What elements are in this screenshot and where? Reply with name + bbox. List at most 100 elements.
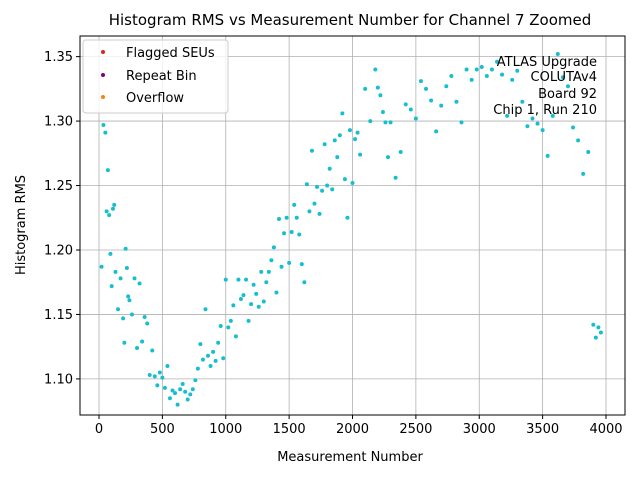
data-point bbox=[269, 258, 274, 263]
x-tick-label: 4000 bbox=[589, 422, 622, 437]
data-point bbox=[103, 130, 108, 135]
data-point bbox=[208, 364, 213, 369]
y-tick-label: 1.35 bbox=[44, 50, 73, 65]
data-point bbox=[238, 296, 243, 301]
data-point bbox=[337, 133, 342, 138]
data-point bbox=[464, 67, 469, 72]
x-tick-label: 3500 bbox=[526, 422, 559, 437]
y-tick-label: 1.10 bbox=[44, 372, 73, 387]
data-point bbox=[165, 364, 170, 369]
data-point bbox=[287, 260, 292, 265]
x-tick-label: 3000 bbox=[463, 422, 496, 437]
data-point bbox=[147, 373, 152, 378]
data-point bbox=[510, 77, 515, 82]
data-point bbox=[474, 67, 479, 72]
data-point bbox=[124, 266, 129, 271]
data-point bbox=[581, 171, 586, 176]
annotation-line-1: ATLAS Upgrade bbox=[497, 55, 597, 70]
data-point bbox=[104, 209, 109, 214]
data-point bbox=[261, 299, 266, 304]
legend-label-overflow: Overflow bbox=[126, 91, 184, 106]
data-point bbox=[294, 215, 299, 220]
data-point bbox=[484, 73, 489, 78]
data-point bbox=[198, 342, 203, 347]
data-point bbox=[236, 277, 241, 282]
data-point bbox=[221, 356, 226, 361]
data-point bbox=[413, 116, 418, 121]
data-point bbox=[206, 353, 211, 358]
legend-marker-overflow bbox=[101, 95, 105, 99]
data-point bbox=[596, 325, 601, 330]
x-tick-label: 2000 bbox=[336, 422, 369, 437]
data-point bbox=[122, 340, 127, 345]
data-point bbox=[535, 121, 540, 126]
data-point bbox=[593, 335, 598, 340]
data-point bbox=[439, 103, 444, 108]
data-point bbox=[190, 387, 195, 392]
x-tick-label: 0 bbox=[95, 422, 103, 437]
data-point bbox=[142, 315, 147, 320]
data-point bbox=[155, 383, 160, 388]
y-tick-label: 1.20 bbox=[44, 243, 73, 258]
data-point bbox=[345, 215, 350, 220]
data-point bbox=[388, 120, 393, 125]
data-point bbox=[363, 86, 368, 91]
y-axis-label: Histogram RMS bbox=[14, 175, 29, 275]
data-point bbox=[560, 75, 565, 80]
data-point bbox=[565, 84, 570, 89]
y-tick-label: 1.30 bbox=[44, 115, 73, 130]
data-point bbox=[108, 251, 113, 256]
data-point bbox=[279, 264, 284, 269]
data-point bbox=[101, 122, 106, 127]
data-point bbox=[393, 175, 398, 180]
data-point bbox=[576, 138, 581, 143]
chart-annotation: ATLAS Upgrade COLUTAv4 Board 92 Chip 1, … bbox=[493, 55, 597, 118]
data-point bbox=[110, 206, 115, 211]
data-point bbox=[284, 215, 289, 220]
data-point bbox=[266, 269, 271, 274]
data-point bbox=[167, 396, 172, 401]
data-point bbox=[555, 52, 560, 57]
data-point bbox=[109, 284, 114, 289]
data-point bbox=[598, 330, 603, 335]
data-point bbox=[203, 307, 208, 312]
data-point bbox=[383, 120, 388, 125]
annotation-line-2: COLUTAv4 bbox=[531, 70, 597, 85]
data-point bbox=[249, 302, 254, 307]
y-tick-label: 1.15 bbox=[44, 308, 73, 323]
data-point bbox=[140, 339, 145, 344]
data-point bbox=[150, 348, 155, 353]
annotation-line-3: Board 92 bbox=[538, 87, 597, 102]
data-point bbox=[126, 294, 131, 299]
data-point bbox=[347, 128, 352, 133]
data-point bbox=[233, 334, 238, 339]
data-point bbox=[494, 59, 499, 64]
data-point bbox=[408, 107, 413, 112]
legend-box bbox=[82, 39, 229, 114]
data-point bbox=[459, 120, 464, 125]
data-point bbox=[162, 385, 167, 390]
data-point bbox=[353, 137, 358, 142]
x-tick-label: 1500 bbox=[273, 422, 306, 437]
x-tick-label: 1000 bbox=[209, 422, 242, 437]
data-point bbox=[322, 142, 327, 147]
data-point bbox=[118, 276, 123, 281]
data-point bbox=[368, 119, 373, 124]
data-point bbox=[292, 202, 297, 207]
legend: Flagged SEUs Repeat Bin Overflow bbox=[82, 39, 229, 114]
data-point bbox=[586, 150, 591, 155]
legend-label-repeat-bin: Repeat Bin bbox=[126, 69, 197, 84]
data-point bbox=[312, 201, 317, 206]
data-point bbox=[231, 303, 236, 308]
data-point bbox=[520, 99, 525, 104]
data-point bbox=[178, 387, 183, 392]
data-point bbox=[241, 293, 246, 298]
data-point bbox=[550, 113, 555, 118]
data-point bbox=[289, 229, 294, 234]
data-point bbox=[175, 402, 180, 407]
data-point bbox=[378, 93, 383, 98]
data-point bbox=[330, 187, 335, 192]
x-axis-ticks: 0 500 1000 1500 2000 2500 3000 3500 4000 bbox=[95, 415, 623, 437]
data-point bbox=[418, 79, 423, 84]
